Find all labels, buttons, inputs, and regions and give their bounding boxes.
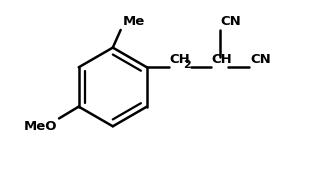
Text: Me: Me [123,15,145,28]
Text: CH: CH [212,53,232,66]
Text: 2: 2 [183,60,191,70]
Text: CN: CN [250,53,271,66]
Text: MeO: MeO [23,120,57,133]
Text: CH: CH [169,53,190,66]
Text: CN: CN [221,15,241,28]
